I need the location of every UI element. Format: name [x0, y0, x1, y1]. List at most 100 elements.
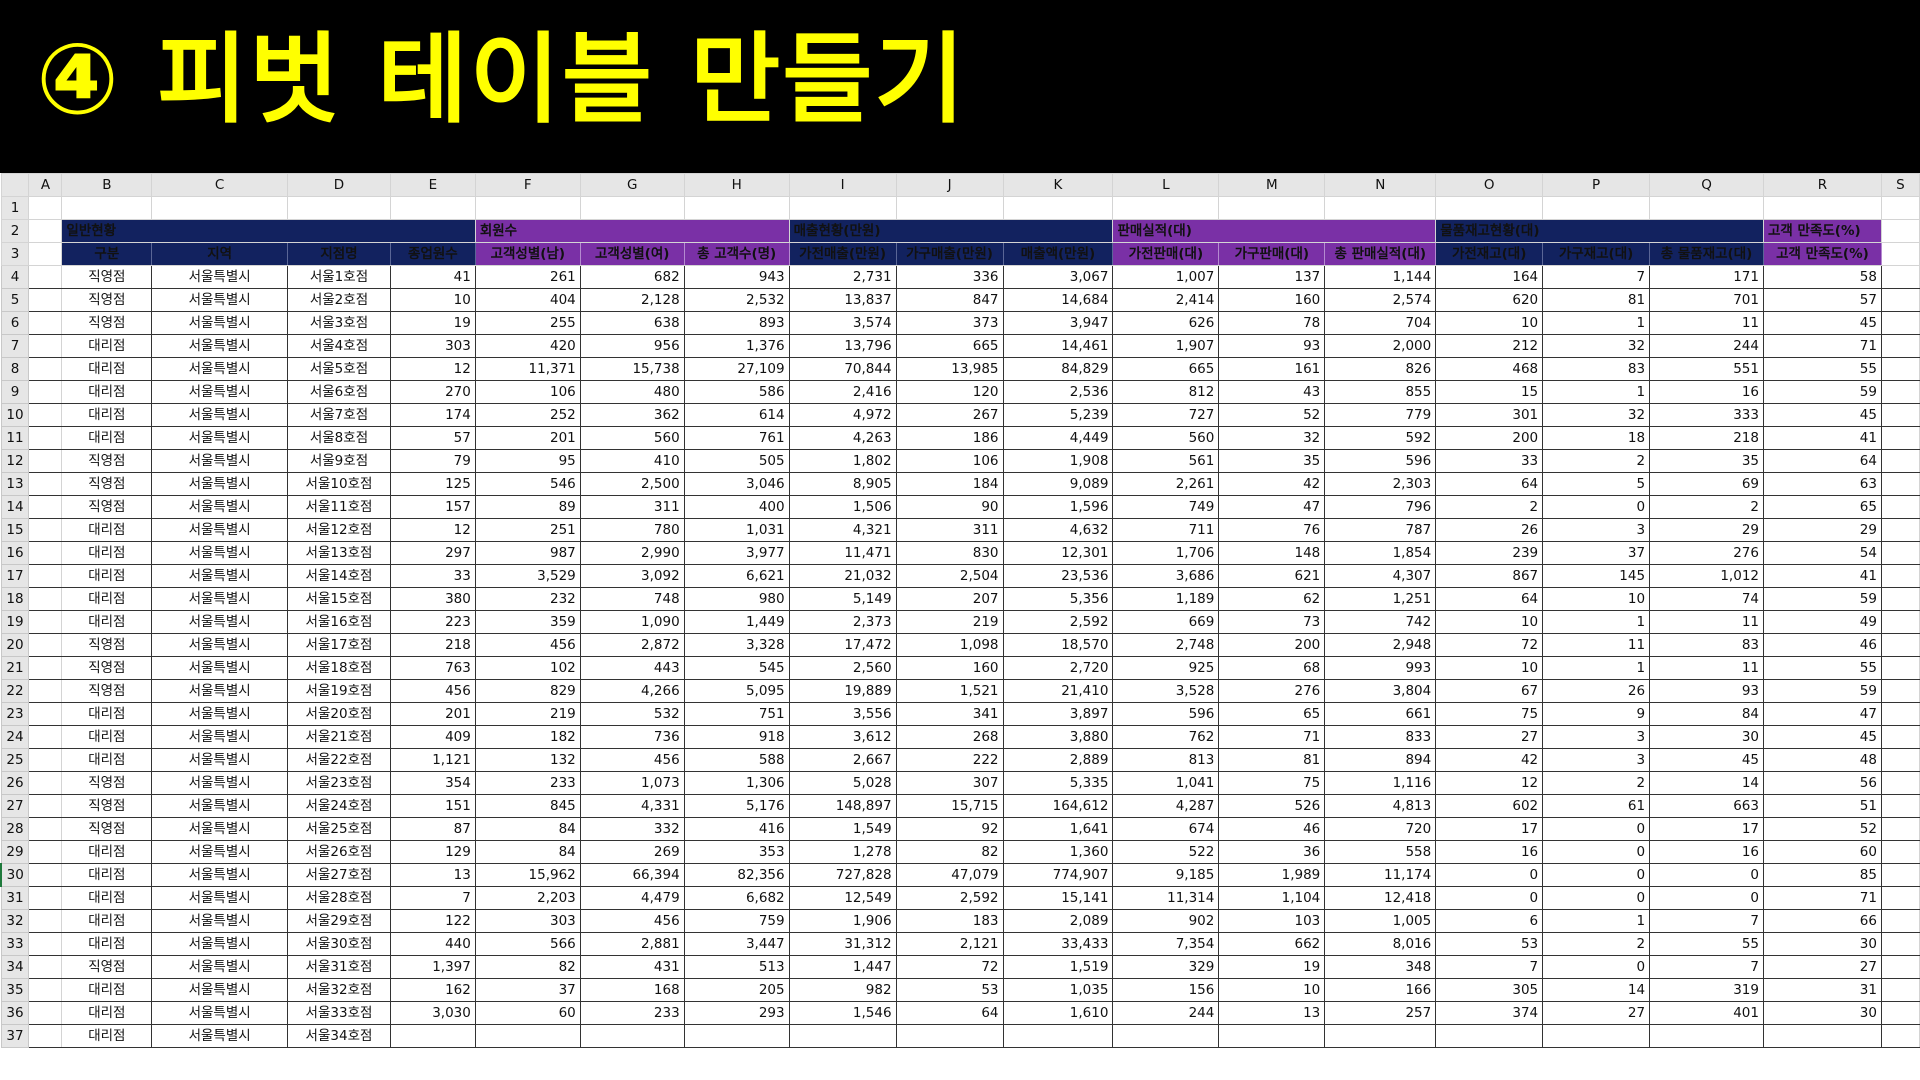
table-cell[interactable]: 직영점	[61, 817, 153, 841]
cell[interactable]	[1880, 518, 1920, 542]
table-cell[interactable]: 37	[1542, 541, 1651, 565]
table-cell[interactable]: 45	[1649, 748, 1764, 772]
cell[interactable]	[1880, 495, 1920, 519]
table-cell[interactable]: 148	[1218, 541, 1326, 565]
table-cell[interactable]: 374	[1435, 1001, 1544, 1025]
table-cell[interactable]: 서울19호점	[287, 679, 391, 703]
table-cell[interactable]: 직영점	[61, 633, 153, 657]
table-cell[interactable]: 29	[1649, 518, 1764, 542]
table-cell[interactable]: 0	[1435, 886, 1544, 910]
cell[interactable]	[1880, 863, 1920, 887]
group-header-sales[interactable]: 매출현황(만원)	[788, 219, 1114, 243]
table-cell[interactable]: 701	[1649, 288, 1764, 312]
table-cell[interactable]: 4,972	[788, 403, 897, 427]
table-cell[interactable]: 82,356	[683, 863, 790, 887]
table-cell[interactable]: 서울28호점	[287, 886, 391, 910]
table-cell[interactable]: 서울27호점	[287, 863, 391, 887]
group-header-members[interactable]: 회원수	[474, 219, 790, 243]
cell[interactable]	[28, 265, 63, 289]
cell[interactable]	[28, 886, 63, 910]
table-cell[interactable]: 845	[474, 794, 581, 818]
table-cell[interactable]: 16	[1649, 380, 1764, 404]
table-cell[interactable]: 서울특별시	[151, 334, 289, 358]
table-cell[interactable]: 12	[389, 518, 476, 542]
table-cell[interactable]: 106	[474, 380, 581, 404]
row-number[interactable]: 24	[0, 725, 30, 749]
table-cell[interactable]: 1,989	[1218, 863, 1326, 887]
table-cell[interactable]: 813	[1112, 748, 1220, 772]
table-cell[interactable]: 14	[1649, 771, 1764, 795]
table-cell[interactable]: 서울23호점	[287, 771, 391, 795]
table-cell[interactable]: 서울16호점	[287, 610, 391, 634]
table-cell[interactable]: 987	[474, 541, 581, 565]
table-row[interactable]: 33 대리점 서울특별시 서울30호점 440 566 2,881 3,447 31,312 2,…	[0, 932, 1920, 956]
row-number[interactable]: 21	[0, 656, 30, 680]
cell[interactable]	[1880, 610, 1920, 634]
table-cell[interactable]: 763	[389, 656, 476, 680]
table-cell[interactable]: 41	[389, 265, 476, 289]
table-cell[interactable]: 58	[1763, 265, 1882, 289]
cell[interactable]	[28, 725, 63, 749]
table-cell[interactable]: 1,907	[1112, 334, 1220, 358]
table-cell[interactable]: 4,813	[1324, 794, 1437, 818]
table-cell[interactable]: 736	[579, 725, 685, 749]
table-cell[interactable]: 서울특별시	[151, 495, 289, 519]
table-cell[interactable]: 26	[1435, 518, 1544, 542]
table-cell[interactable]: 103	[1218, 909, 1326, 933]
column-header-c[interactable]: C	[151, 173, 289, 197]
table-cell[interactable]: 2,592	[895, 886, 1004, 910]
table-cell[interactable]: 서울특별시	[151, 817, 289, 841]
table-cell[interactable]: 2,532	[683, 288, 790, 312]
table-cell[interactable]: 14,461	[1002, 334, 1114, 358]
table-cell[interactable]: 51	[1763, 794, 1882, 818]
table-cell[interactable]: 207	[895, 587, 1004, 611]
table-cell[interactable]: 47	[1763, 702, 1882, 726]
table-cell[interactable]: 11,371	[474, 357, 581, 381]
table-cell[interactable]: 2,574	[1324, 288, 1437, 312]
table-cell[interactable]: 대리점	[61, 840, 153, 864]
table-cell[interactable]: 362	[579, 403, 685, 427]
table-cell[interactable]: 893	[683, 311, 790, 335]
cell[interactable]	[1880, 771, 1920, 795]
table-cell[interactable]: 서울특별시	[151, 587, 289, 611]
table-cell[interactable]: 420	[474, 334, 581, 358]
field-header[interactable]: 고객성별(남)	[474, 242, 581, 266]
column-header-s[interactable]: S	[1880, 173, 1920, 197]
table-cell[interactable]: 76	[1218, 518, 1326, 542]
table-cell[interactable]: 서울특별시	[151, 679, 289, 703]
table-cell[interactable]: 42	[1435, 748, 1544, 772]
table-cell[interactable]: 서울특별시	[151, 380, 289, 404]
cell[interactable]	[28, 541, 63, 565]
table-cell[interactable]: 서울22호점	[287, 748, 391, 772]
table-cell[interactable]: 456	[474, 633, 581, 657]
table-cell[interactable]: 55	[1763, 656, 1882, 680]
table-cell[interactable]: 1,251	[1324, 587, 1437, 611]
table-cell[interactable]: 2,889	[1002, 748, 1114, 772]
table-cell[interactable]: 1,098	[895, 633, 1004, 657]
table-cell[interactable]: 59	[1763, 679, 1882, 703]
table-cell[interactable]: 13,985	[895, 357, 1004, 381]
table-cell[interactable]: 2	[1542, 449, 1651, 473]
table-cell[interactable]: 251	[474, 518, 581, 542]
table-cell[interactable]: 1,447	[788, 955, 897, 979]
table-cell[interactable]: 서울특별시	[151, 1024, 289, 1048]
row-number[interactable]: 35	[0, 978, 30, 1002]
table-cell[interactable]: 3	[1542, 748, 1651, 772]
table-cell[interactable]: 162	[389, 978, 476, 1002]
table-cell[interactable]: 5,149	[788, 587, 897, 611]
table-cell[interactable]: 270	[389, 380, 476, 404]
table-cell[interactable]: 779	[1324, 403, 1437, 427]
cell[interactable]	[1324, 196, 1437, 220]
field-header[interactable]: 지점명	[287, 242, 391, 266]
table-cell[interactable]: 직영점	[61, 794, 153, 818]
table-cell[interactable]: 711	[1112, 518, 1220, 542]
table-row[interactable]: 19 대리점 서울특별시 서울16호점 223 359 1,090 1,449 2,373 219…	[0, 610, 1920, 634]
column-header-m[interactable]: M	[1218, 173, 1326, 197]
table-cell[interactable]: 588	[683, 748, 790, 772]
table-cell[interactable]: 348	[1324, 955, 1437, 979]
table-cell[interactable]	[1435, 1024, 1544, 1048]
table-cell[interactable]: 13,796	[788, 334, 897, 358]
table-cell[interactable]: 43	[1218, 380, 1326, 404]
column-header-o[interactable]: O	[1435, 173, 1544, 197]
sheet-grid[interactable]: A B C D E F G H I J K L M N O P Q R S 1 2 일반현황 회원수 매출현황(만원) 판매실적…	[0, 173, 1920, 1048]
